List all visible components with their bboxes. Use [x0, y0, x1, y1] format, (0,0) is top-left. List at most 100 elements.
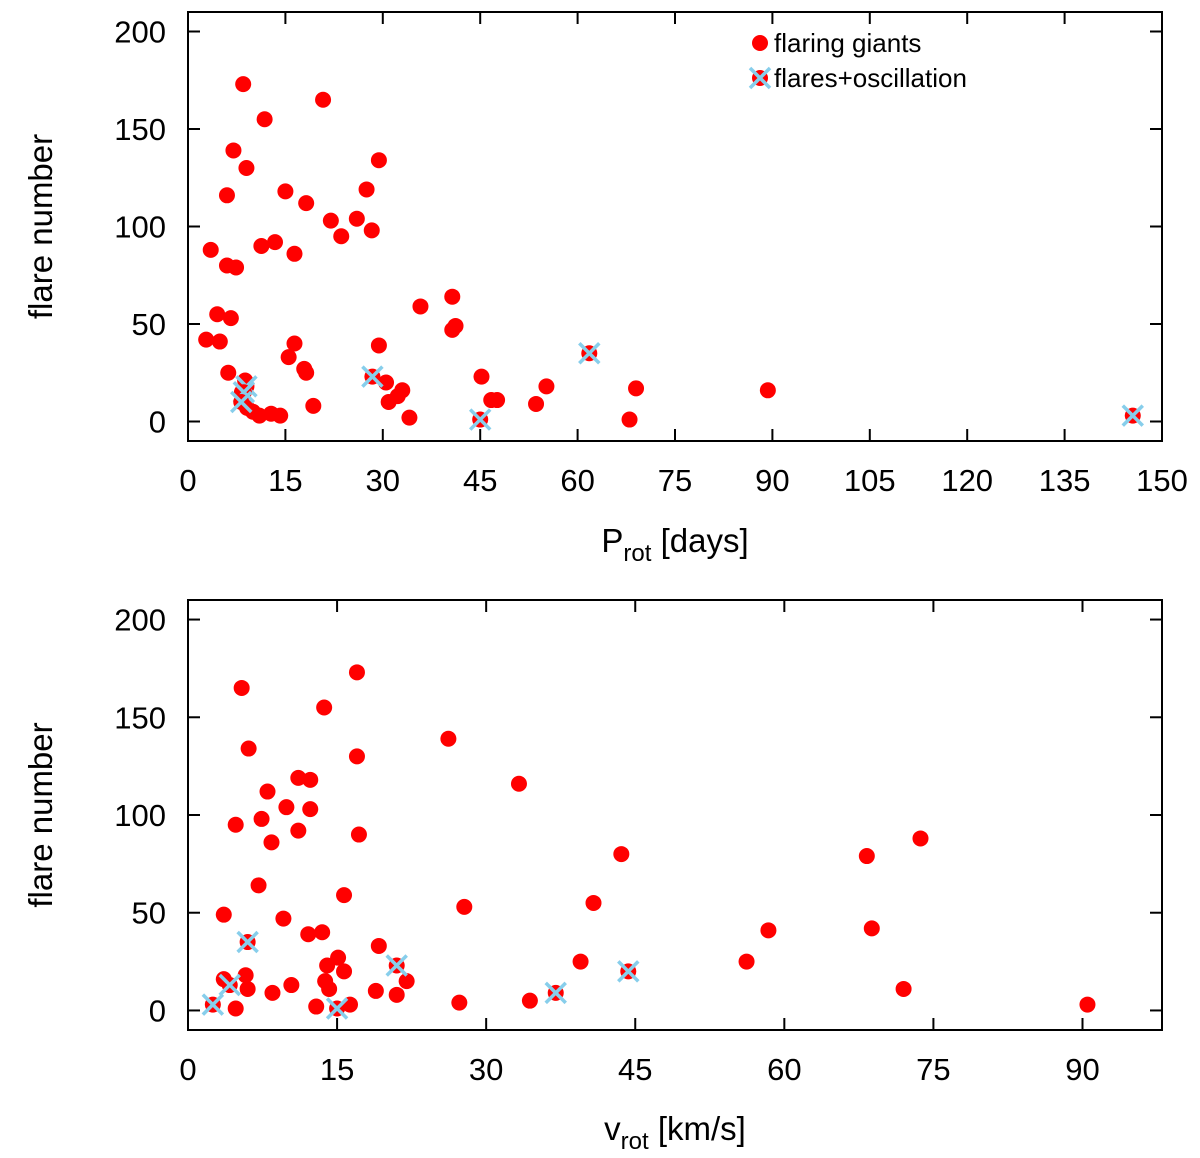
data-point [256, 111, 273, 128]
x-tick-label: 15 [320, 1052, 354, 1087]
data-point [412, 298, 429, 315]
data-point [760, 922, 777, 939]
x-tick-label: 15 [268, 463, 302, 498]
data-point [218, 187, 235, 204]
data-point [263, 834, 280, 851]
data-point-oscillation [1121, 404, 1145, 427]
data-point [440, 730, 457, 747]
oscillation-cross [361, 365, 384, 388]
data-point [521, 992, 538, 1009]
data-point [367, 982, 384, 999]
cross-stroke [578, 342, 601, 365]
y-tick-label: 200 [114, 15, 166, 50]
series-flaring-giants [198, 76, 776, 428]
data-point [456, 898, 473, 915]
data-point [298, 364, 315, 381]
y-axis-label: flare number [22, 722, 59, 907]
oscillation-cross [218, 973, 241, 997]
data-point [220, 364, 237, 381]
series-flares-oscillation [201, 930, 640, 1020]
data-point [401, 409, 418, 426]
data-point [222, 310, 239, 327]
x-tick-label: 45 [463, 463, 497, 498]
legend-label-flares-oscillation: flares+oscillation [774, 63, 967, 93]
data-point [538, 378, 555, 395]
data-point [272, 407, 289, 424]
data-point [259, 783, 276, 800]
oscillation-cross [578, 342, 601, 365]
data-point [510, 775, 527, 792]
oscillation-cross [544, 981, 567, 1005]
data-point [912, 830, 929, 847]
data-point-oscillation [218, 973, 241, 997]
data-point [283, 977, 300, 994]
data-point [305, 397, 322, 414]
data-point-oscillation [201, 993, 225, 1016]
data-point [759, 382, 776, 399]
data-point [286, 335, 303, 352]
oscillation-cross [236, 930, 259, 954]
y-tick-label: 150 [114, 700, 166, 735]
data-point [489, 392, 506, 409]
x-tick-label: 90 [1065, 1052, 1099, 1087]
oscillation-cross [1121, 404, 1145, 427]
x-tick-label: 30 [366, 463, 400, 498]
y-tick-label: 100 [114, 798, 166, 833]
legend-marker-flaring-giants [752, 35, 768, 51]
chart-panel-1: 0 15 30 45 60 75 90 105 120 135 150 0 50 100 150 200 Pro… [22, 11, 1188, 567]
data-point [444, 288, 461, 305]
cross-stroke [468, 408, 492, 431]
data-point [211, 333, 228, 350]
legend: flaring giants flares+oscillation [748, 28, 967, 93]
data-point [300, 926, 317, 943]
data-point-oscillation [617, 960, 640, 983]
data-point [451, 994, 468, 1011]
data-point [863, 920, 880, 937]
data-point [290, 769, 307, 786]
data-point [528, 395, 545, 412]
data-point [895, 980, 912, 997]
data-point [321, 980, 338, 997]
x-axis-label: vrot [km/s] [604, 1110, 746, 1155]
cross-stroke [201, 993, 225, 1016]
legend-label-flaring-giants: flaring giants [774, 28, 921, 58]
data-point [572, 953, 589, 970]
x-tick-label: 120 [941, 463, 993, 498]
x-tick-label: 135 [1039, 463, 1091, 498]
series-flares-oscillation [230, 342, 1145, 431]
oscillation-cross [617, 960, 640, 983]
data-point [738, 953, 755, 970]
data-point [275, 910, 292, 927]
x-tick-label: 90 [755, 463, 789, 498]
data-point-oscillation [578, 342, 601, 365]
y-tick-label: 100 [114, 210, 166, 245]
data-point [315, 91, 332, 108]
y-tick-label: 200 [114, 603, 166, 638]
data-point [363, 222, 380, 239]
data-point [336, 963, 353, 980]
data-point [350, 826, 367, 843]
data-point [227, 816, 244, 833]
x-tick-label: 0 [179, 463, 196, 498]
data-point [348, 210, 365, 227]
data-point [253, 810, 270, 827]
cross-stroke [385, 954, 408, 977]
data-point [264, 984, 281, 1001]
data-point [444, 321, 461, 338]
data-point [280, 349, 297, 366]
data-point [348, 748, 365, 765]
data-point [225, 142, 242, 159]
data-point-oscillation [544, 981, 567, 1005]
x-axis-label: Prot [days] [601, 522, 748, 567]
data-point [621, 411, 638, 428]
y-tick-label: 50 [132, 896, 166, 931]
data-point [1079, 996, 1096, 1013]
oscillation-cross [325, 997, 349, 1020]
data-point [348, 664, 365, 681]
data-point-oscillation [385, 954, 408, 977]
data-point [250, 877, 267, 894]
cross-stroke [1121, 404, 1145, 427]
x-tick-label: 30 [469, 1052, 503, 1087]
data-point [209, 306, 226, 323]
